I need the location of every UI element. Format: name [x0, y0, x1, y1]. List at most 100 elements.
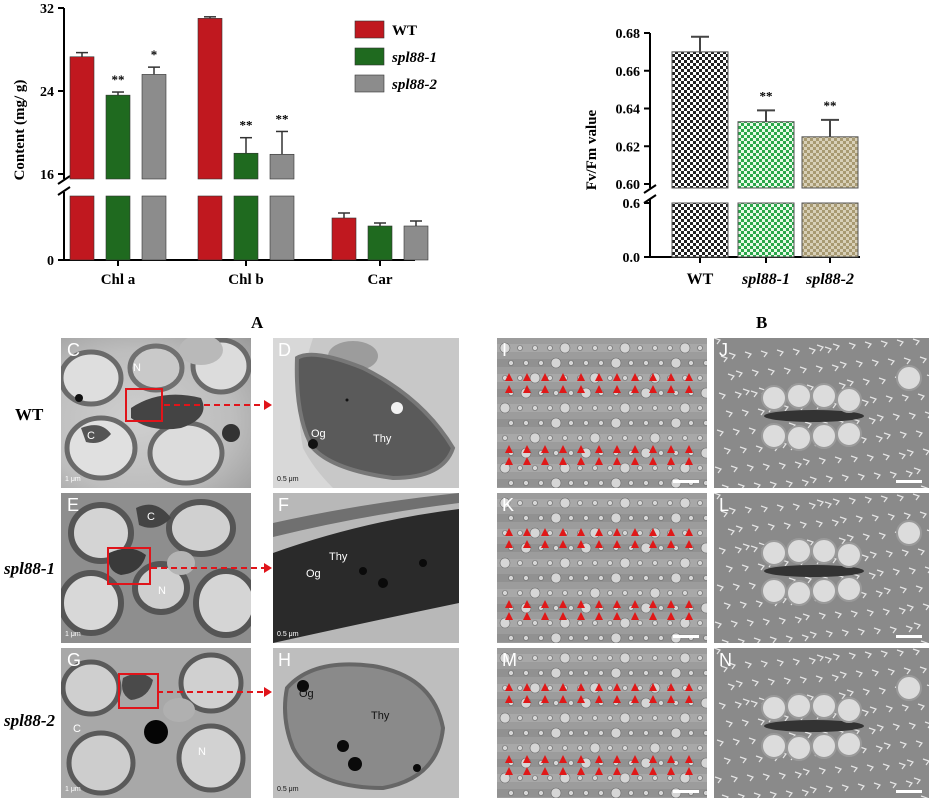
wax-crystal — [915, 740, 923, 748]
papilla — [499, 497, 511, 509]
papilla — [598, 790, 604, 796]
wax-crystal — [852, 573, 860, 581]
marker-triangle — [559, 683, 567, 691]
papilla — [652, 345, 658, 351]
papilla — [658, 390, 664, 396]
wax-crystal — [714, 493, 721, 500]
papilla — [517, 465, 523, 471]
significance-mark: ** — [824, 98, 837, 113]
marker-triangle — [559, 445, 567, 453]
marker-triangle — [559, 528, 567, 536]
wax-crystal — [892, 413, 900, 421]
papilla — [523, 635, 529, 641]
stoma-pore — [764, 410, 864, 422]
wax-crystal — [730, 775, 738, 783]
wax-crystal — [755, 445, 763, 453]
wax-crystal — [922, 448, 929, 456]
papilla-cluster — [811, 423, 837, 449]
papilla-cluster — [761, 733, 787, 759]
papilla — [607, 465, 613, 471]
sem-panel-i: I — [497, 338, 707, 488]
marker-triangle — [541, 445, 549, 453]
marker-triangle — [541, 695, 549, 703]
marker-triangle — [505, 755, 513, 763]
wax-crystal — [908, 722, 916, 730]
cell-illustration — [61, 499, 251, 638]
wax-crystal — [721, 794, 729, 798]
papilla — [679, 462, 691, 474]
wax-crystal — [903, 512, 911, 520]
wax-crystal — [898, 452, 906, 460]
marker-triangle — [631, 528, 639, 536]
papilla-cluster — [761, 385, 787, 411]
fv-fm-chart: 0.60 0.62 0.64 0.66 0.68 0.0 0.6 Fv/Fm value WT *… — [584, 27, 860, 288]
wax-crystal — [785, 790, 793, 798]
wax-crystal — [924, 411, 929, 419]
papilla — [658, 670, 664, 676]
wax-crystal — [806, 539, 814, 547]
nucleus-label: N — [198, 746, 206, 758]
wax-crystal — [901, 704, 909, 712]
papilla — [523, 515, 529, 521]
papilla — [568, 390, 574, 396]
papilla — [568, 790, 574, 796]
wax-crystal — [887, 668, 895, 676]
wax-crystal — [808, 347, 816, 355]
marker-triangle — [667, 540, 675, 548]
marker-triangle — [541, 373, 549, 381]
plastoglobule-label: Og — [311, 428, 326, 440]
wax-crystal — [806, 384, 814, 392]
marker-triangle — [685, 457, 693, 465]
papilla — [652, 775, 658, 781]
wax-crystal — [834, 766, 842, 774]
papilla — [499, 772, 511, 784]
wax-crystal — [903, 667, 911, 675]
papilla — [667, 715, 673, 721]
papilla — [688, 670, 694, 676]
marker-triangle — [577, 683, 585, 691]
marker-triangle — [523, 385, 531, 393]
marker-triangle — [685, 528, 693, 536]
tem-panel-d: D Og Thy 0.5 μm — [273, 338, 459, 488]
papilla — [577, 745, 583, 751]
epidermal-row — [497, 434, 707, 442]
papilla — [619, 772, 631, 784]
wax-crystal — [915, 430, 923, 438]
papilla — [628, 730, 634, 736]
wax-crystal — [920, 640, 928, 643]
wax-crystal — [905, 625, 913, 633]
papilla — [562, 745, 568, 751]
papilla — [670, 572, 682, 584]
wax-crystal — [815, 365, 823, 373]
marker-triangle — [577, 600, 585, 608]
papilla — [592, 465, 598, 471]
bar — [105, 94, 131, 180]
wax-crystal — [846, 379, 854, 387]
wax-crystal — [864, 651, 872, 659]
papilla — [583, 515, 589, 521]
marker-triangle — [541, 683, 549, 691]
wax-crystal — [905, 780, 913, 788]
significance-mark: ** — [240, 118, 253, 133]
papilla — [607, 590, 613, 596]
wax-crystal — [783, 522, 791, 530]
wax-crystal — [896, 494, 904, 502]
papilla — [607, 775, 613, 781]
marker-triangle — [577, 767, 585, 775]
wax-crystal — [746, 774, 754, 782]
wax-crystal — [892, 723, 900, 731]
wax-crystal — [919, 666, 927, 674]
wax-crystal — [876, 414, 884, 422]
wax-crystal — [896, 649, 904, 657]
marker-triangle — [685, 373, 693, 381]
papilla — [667, 435, 673, 441]
papilla — [547, 500, 553, 506]
wax-crystal — [762, 463, 770, 471]
y-tick-label: 0.66 — [616, 65, 641, 80]
papilla — [643, 360, 649, 366]
significance-mark: * — [151, 47, 158, 62]
papilla — [532, 500, 538, 506]
x-tick-label: Chl b — [228, 272, 263, 288]
marker-triangle — [523, 540, 531, 548]
